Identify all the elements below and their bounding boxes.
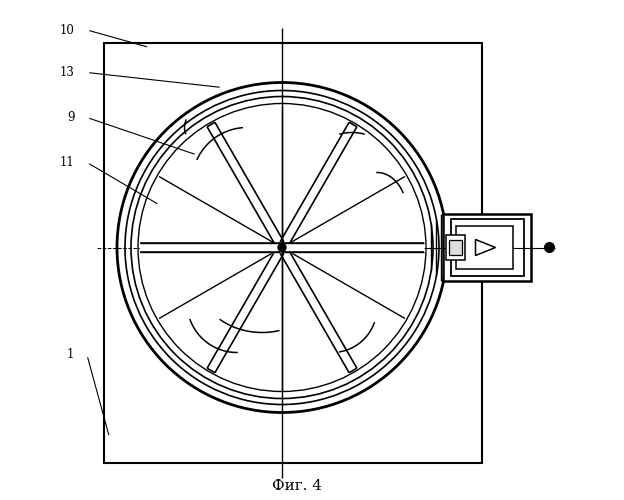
Circle shape <box>278 244 286 252</box>
Text: 1: 1 <box>67 348 74 362</box>
Bar <box>140 243 280 252</box>
Text: 11: 11 <box>60 156 74 169</box>
Bar <box>104 42 482 463</box>
Bar <box>446 236 464 260</box>
Polygon shape <box>475 240 495 256</box>
Bar <box>456 226 513 269</box>
Bar <box>443 214 530 281</box>
Text: Фиг. 4: Фиг. 4 <box>272 479 322 493</box>
Circle shape <box>545 243 554 252</box>
Text: 9: 9 <box>67 111 74 124</box>
Bar <box>451 219 524 276</box>
Text: 10: 10 <box>60 24 74 36</box>
Bar <box>449 240 462 255</box>
Text: 13: 13 <box>60 66 74 79</box>
Bar <box>284 243 424 252</box>
